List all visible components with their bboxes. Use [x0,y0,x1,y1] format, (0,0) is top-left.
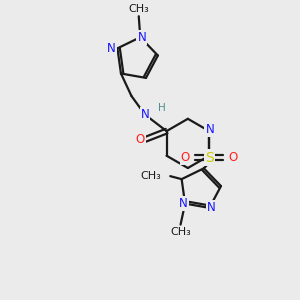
Text: N: N [179,197,188,210]
Text: CH₃: CH₃ [170,227,191,237]
Text: S: S [205,151,214,164]
Text: N: N [141,108,149,121]
Text: O: O [181,151,190,164]
Text: N: N [206,201,215,214]
Text: O: O [229,151,238,164]
Text: N: N [107,42,116,55]
Text: CH₃: CH₃ [128,4,149,14]
Text: N: N [206,123,214,136]
Text: H: H [158,103,165,113]
Text: O: O [136,133,145,146]
Text: N: N [137,31,146,44]
Text: CH₃: CH₃ [140,171,160,181]
